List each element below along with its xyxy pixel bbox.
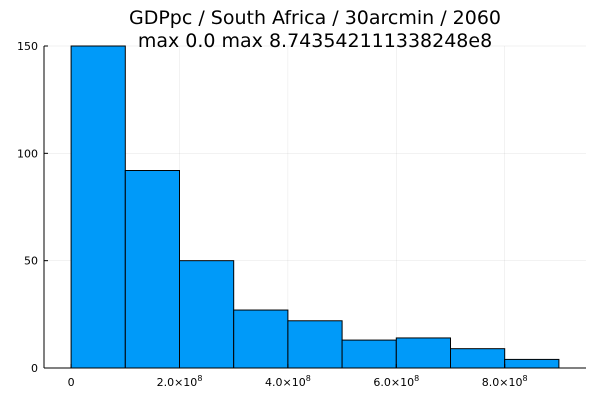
axes-group [43, 45, 586, 369]
histogram-bar-7 [450, 348, 506, 369]
tick-labels-group: 0 50 100 150 0 2.0×108 4.0×108 6.0×108 8.0×108 [17, 40, 528, 389]
bars-group [70, 45, 560, 369]
x-tick-label-3: 6.0×108 [373, 374, 419, 389]
y-tick-label-3: 150 [17, 40, 38, 53]
chart-title-line1: GDPpc / South Africa / 30arcmin / 2060 [129, 7, 501, 29]
x-tick-label-4: 8.0×108 [482, 374, 528, 389]
histogram-bar-2 [179, 260, 235, 369]
y-tick-label-1: 50 [24, 255, 38, 268]
x-tick-label-1: 2.0×108 [157, 374, 203, 389]
histogram-bar-0 [70, 45, 126, 369]
y-tick-label-0: 0 [31, 362, 38, 375]
x-tick-label-0: 0 [68, 376, 75, 389]
histogram-bar-5 [341, 339, 397, 369]
x-tick-label-2: 4.0×108 [265, 374, 311, 389]
histogram-bar-1 [124, 170, 181, 369]
histogram-bar-3 [233, 309, 289, 369]
y-tick-label-2: 100 [17, 147, 38, 160]
histogram-bar-6 [395, 337, 451, 369]
histogram-bar-4 [287, 320, 343, 369]
histogram-bar-8 [504, 358, 560, 369]
chart-title-line2: max 0.0 max 8.743542111338248e8 [138, 30, 492, 52]
